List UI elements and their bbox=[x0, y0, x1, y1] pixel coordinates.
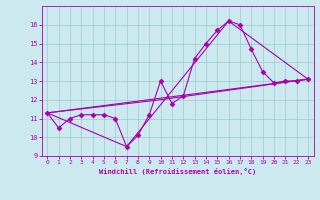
X-axis label: Windchill (Refroidissement éolien,°C): Windchill (Refroidissement éolien,°C) bbox=[99, 168, 256, 175]
